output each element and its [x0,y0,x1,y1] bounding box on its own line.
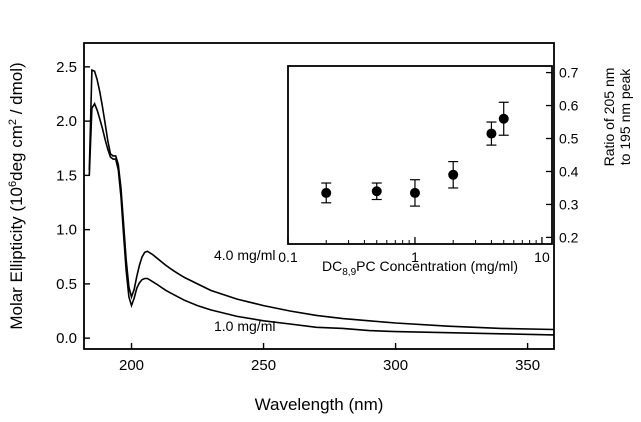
inset-x-tick-label: 0.1 [278,249,298,265]
inset-y-tick-label: 0.5 [559,131,579,147]
annotation-4mg: 4.0 mg/ml [214,247,275,263]
y-tick-label: 2.0 [56,113,77,130]
inset-data-point [371,186,382,197]
inset-data-point [409,187,420,198]
series-line-2 [88,102,555,336]
inset-y-ticks: 0.2 0.3 0.4 0.5 0.6 0.7 [546,65,579,245]
inset-points-group [321,101,509,207]
y-tick-label: 1.0 [56,222,77,239]
inset-x-axis-title: DC8,9PC Concentration (mg/ml) [322,258,518,278]
main-series-group [88,68,555,336]
inset-data-point [321,187,332,198]
inset-data-point [498,113,509,124]
x-tick-label: 250 [251,357,276,374]
x-tick-label: 350 [515,357,540,374]
y-tick-label: 0.5 [56,276,77,293]
annotation-1mg: 1.0 mg/ml [214,318,275,334]
inset-y-axis-title-line1: Ratio of 205 nm [601,68,617,167]
series-line-1 [88,68,555,331]
inset-y-tick-label: 0.7 [559,65,579,81]
inset-y-tick-label: 0.3 [559,196,579,212]
inset-y-tick-label: 0.4 [559,163,579,179]
inset-x-tick-label: 1 [411,249,419,265]
y-tick-label: 0.0 [56,330,77,347]
inset-plot-frame [287,65,553,245]
main-y-axis-title: Molar Ellipticity (106deg cm2 / dmol) [7,62,26,329]
inset-x-ticks: 0.1 1 10 [278,237,550,265]
inset-y-axis-title: Ratio of 205 nm to 195 nm peak [601,68,633,167]
inset-y-tick-label: 0.6 [559,98,579,114]
inset-x-tick-label: 10 [534,249,550,265]
inset-y-tick-label: 0.2 [559,229,579,245]
main-x-ticks: 200 250 300 350 [119,343,540,374]
inset-data-point [448,169,459,180]
main-x-axis-title: Wavelength (nm) [255,395,384,414]
y-tick-label: 2.5 [56,59,77,76]
inset-y-axis-title-line2: to 195 nm peak [617,68,633,166]
inset-data-point [486,128,497,139]
main-y-ticks: 0.0 0.5 1.0 1.5 2.0 2.5 [56,59,90,347]
x-tick-label: 300 [383,357,408,374]
y-tick-label: 1.5 [56,167,77,184]
main-plot-frame [83,42,555,350]
x-tick-label: 200 [119,357,144,374]
